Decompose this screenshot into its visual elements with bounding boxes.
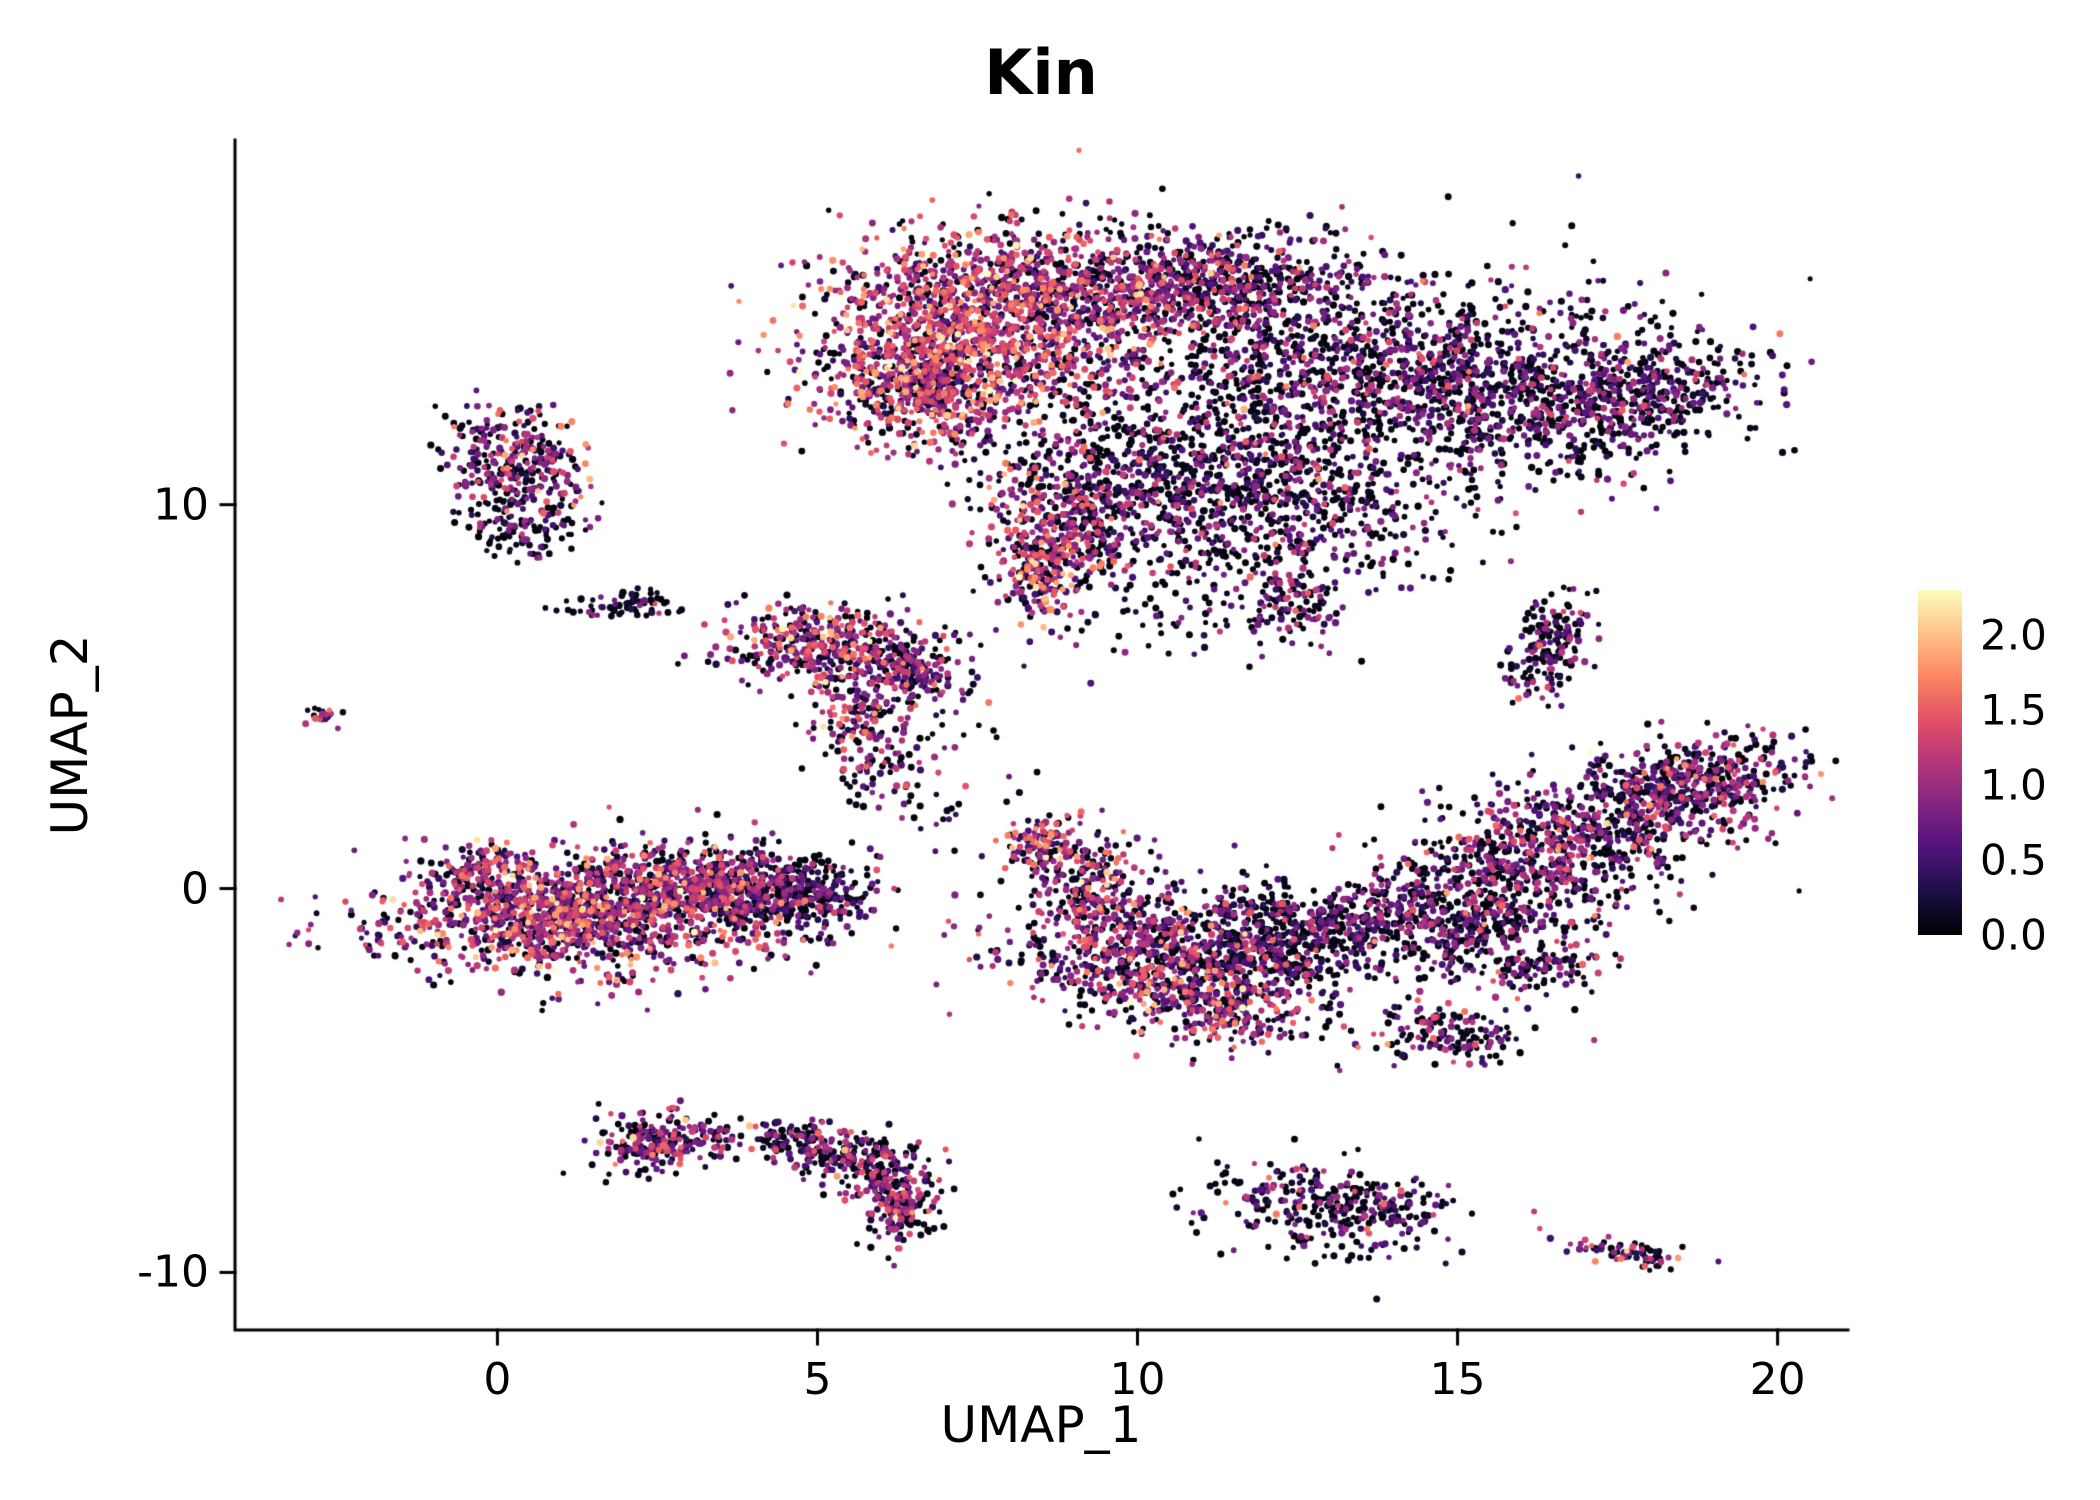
x-tick-label: 10 bbox=[1109, 1354, 1166, 1405]
x-axis-label: UMAP_1 bbox=[940, 1396, 1142, 1454]
y-tick-label: 10 bbox=[153, 479, 209, 531]
colorbar-tick-label: 1.0 bbox=[1980, 760, 2047, 810]
x-tick-label: 20 bbox=[1749, 1354, 1806, 1405]
x-tick-label: 5 bbox=[803, 1354, 832, 1405]
colorbar bbox=[1918, 590, 1962, 935]
x-tick-label: 15 bbox=[1429, 1354, 1486, 1405]
colorbar-tick-label: 1.5 bbox=[1980, 685, 2047, 735]
y-tick-label: 0 bbox=[181, 863, 209, 915]
colorbar-tick-label: 0.0 bbox=[1980, 910, 2047, 960]
colorbar-tick-label: 0.5 bbox=[1980, 835, 2047, 885]
colorbar-tick-label: 2.0 bbox=[1980, 610, 2047, 660]
x-tick-label: 0 bbox=[483, 1354, 512, 1405]
y-axis-label: UMAP_2 bbox=[41, 634, 99, 836]
chart-title: Kin bbox=[984, 36, 1098, 109]
y-tick-label: -10 bbox=[137, 1246, 209, 1298]
